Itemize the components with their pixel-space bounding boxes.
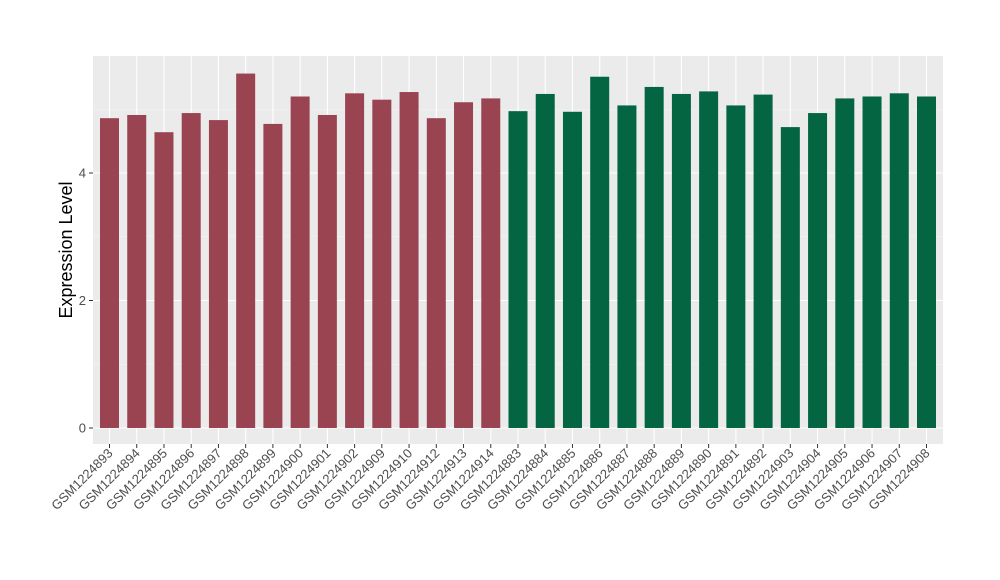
bar-GSM1224899 — [263, 123, 283, 428]
bar-GSM1224906 — [862, 96, 882, 428]
bar-GSM1224900 — [290, 96, 310, 428]
bar-GSM1224914 — [481, 98, 501, 428]
bar-GSM1224901 — [317, 114, 337, 429]
bar-GSM1224891 — [726, 105, 746, 429]
bar-GSM1224903 — [780, 127, 800, 428]
bar-GSM1224898 — [236, 73, 256, 429]
y-axis-title: Expression Level — [56, 181, 76, 318]
y-tick-label: 0 — [79, 421, 86, 436]
bar-GSM1224894 — [127, 114, 147, 429]
bar-GSM1224892 — [753, 94, 773, 429]
bars — [100, 73, 936, 429]
bar-GSM1224893 — [100, 118, 119, 429]
bar-GSM1224888 — [644, 86, 664, 428]
bar-GSM1224883 — [508, 111, 528, 428]
bar-GSM1224897 — [208, 120, 228, 429]
bar-GSM1224905 — [835, 98, 855, 428]
bar-GSM1224886 — [590, 76, 610, 429]
y-tick-label: 2 — [79, 293, 86, 308]
x-axis: GSM1224893GSM1224894GSM1224895GSM1224896… — [48, 444, 933, 513]
bar-GSM1224889 — [671, 93, 691, 428]
bar-GSM1224895 — [154, 132, 174, 428]
y-tick-label: 4 — [79, 166, 86, 181]
bar-GSM1224907 — [889, 93, 909, 428]
bar-GSM1224912 — [426, 118, 446, 429]
bar-GSM1224913 — [454, 102, 474, 429]
y-axis: 0 2 4 — [79, 166, 93, 436]
bar-GSM1224884 — [535, 93, 555, 428]
bar-GSM1224910 — [399, 92, 419, 428]
bar-GSM1224890 — [699, 91, 719, 429]
bar-GSM1224908 — [917, 96, 936, 428]
bar-GSM1224885 — [562, 111, 582, 429]
bar-GSM1224887 — [617, 105, 637, 429]
bar-GSM1224909 — [372, 99, 392, 428]
bar-GSM1224902 — [345, 93, 365, 428]
bar-GSM1224896 — [181, 113, 201, 428]
bar-GSM1224904 — [808, 113, 828, 428]
